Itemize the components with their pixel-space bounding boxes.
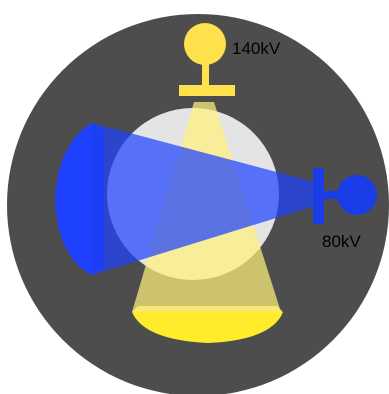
xray-source-80kv: [337, 175, 377, 215]
xray-source-140kv: [184, 23, 226, 65]
detector-140kv: [132, 312, 283, 343]
beam-80kv: [92, 123, 318, 275]
collimator-80kv: [313, 168, 324, 224]
tube-stem-140kv: [202, 60, 209, 85]
tube-stem-80kv: [324, 191, 340, 199]
label-80kv: 80kV: [322, 232, 361, 251]
detector-80kv: [55, 123, 92, 275]
label-140kv: 140kV: [232, 39, 281, 58]
collimator-140kv: [179, 85, 235, 96]
